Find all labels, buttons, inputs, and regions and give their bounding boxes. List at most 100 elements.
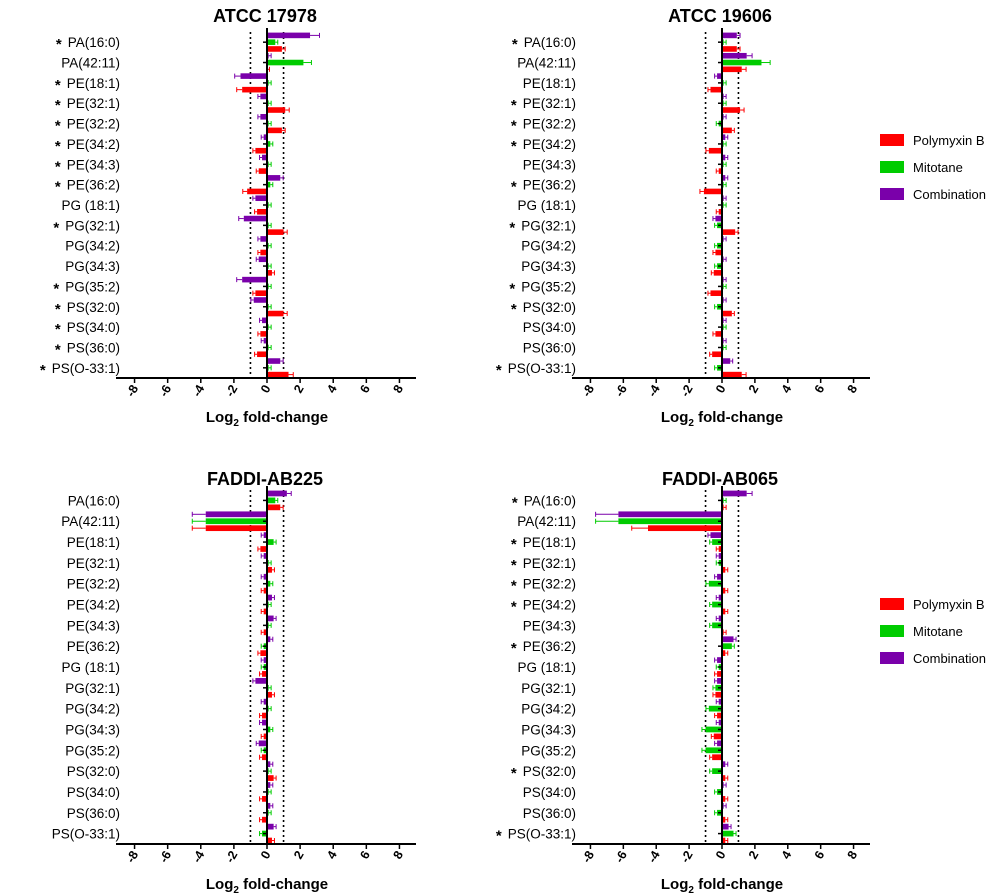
axis-title-subscript: 2 bbox=[688, 418, 694, 429]
bar bbox=[267, 539, 274, 545]
legend-swatch bbox=[880, 652, 904, 664]
axis-title-subscript: 2 bbox=[233, 885, 239, 895]
x-tick-label: -6 bbox=[612, 848, 630, 865]
panel-2: ATCC 19606 PA(16:0) * PA(42:11) PE(18:1) PE(3… bbox=[496, 6, 870, 429]
bar bbox=[260, 114, 267, 120]
bar bbox=[267, 358, 281, 364]
bar bbox=[263, 629, 267, 636]
bar bbox=[267, 823, 274, 830]
significance-star: * bbox=[512, 36, 518, 53]
bar bbox=[722, 816, 726, 823]
bar bbox=[263, 733, 267, 740]
bar bbox=[717, 657, 722, 663]
category-label: PE(32:2) bbox=[523, 577, 576, 592]
category-label: PG(34:3) bbox=[521, 259, 576, 274]
x-tick-label: -6 bbox=[612, 382, 630, 399]
bar bbox=[715, 691, 722, 698]
bar bbox=[722, 371, 742, 378]
x-tick-label: 6 bbox=[812, 382, 828, 395]
bar bbox=[722, 837, 726, 844]
bar bbox=[722, 358, 731, 364]
panel-3: FADDI-AB225 PA(16:0) PA(42:11) PE(18:1) PE(3… bbox=[52, 469, 416, 895]
bar bbox=[267, 32, 311, 39]
bar bbox=[257, 208, 267, 215]
bar bbox=[262, 317, 267, 324]
bar bbox=[267, 497, 276, 504]
significance-star: * bbox=[511, 118, 517, 135]
bar bbox=[255, 147, 267, 154]
bar bbox=[718, 615, 722, 622]
category-label: PE(34:2) bbox=[67, 598, 120, 613]
category-label: PG(35:2) bbox=[521, 279, 576, 294]
bar bbox=[258, 168, 267, 174]
significance-star: * bbox=[509, 219, 515, 236]
legend-2: Polymyxin B Mitotane Combination bbox=[880, 597, 986, 666]
x-tick-label: 4 bbox=[324, 382, 340, 395]
x-tick-label: 8 bbox=[390, 848, 406, 861]
bar bbox=[717, 671, 722, 677]
bar bbox=[715, 215, 722, 222]
bar bbox=[713, 270, 722, 276]
significance-star: * bbox=[53, 280, 59, 297]
category-label: PE(34:3) bbox=[67, 157, 120, 172]
bar bbox=[717, 712, 722, 719]
x-tick-label: 6 bbox=[812, 848, 828, 861]
bar bbox=[705, 747, 722, 754]
bar bbox=[258, 256, 267, 263]
legend-swatch bbox=[880, 598, 904, 610]
bar bbox=[718, 546, 722, 552]
category-label: PE(34:3) bbox=[67, 618, 120, 633]
bar bbox=[205, 511, 267, 518]
x-tick-label: -4 bbox=[190, 382, 208, 399]
bar bbox=[267, 802, 271, 809]
significance-star: * bbox=[55, 138, 61, 155]
x-tick-label: -6 bbox=[157, 848, 175, 865]
category-label: PE(32:2) bbox=[67, 577, 120, 592]
bar bbox=[267, 46, 282, 52]
significance-star: * bbox=[55, 118, 61, 135]
x-tick-label: 2 bbox=[746, 382, 762, 395]
bar bbox=[718, 208, 722, 215]
bar bbox=[263, 608, 267, 615]
significance-star: * bbox=[511, 640, 517, 657]
bar bbox=[722, 643, 732, 650]
x-tick-label: 2 bbox=[746, 848, 762, 861]
panel-title: ATCC 17978 bbox=[213, 6, 317, 26]
category-label: PS(36:0) bbox=[67, 340, 120, 355]
category-label: PS(34:0) bbox=[523, 785, 576, 800]
significance-star: * bbox=[53, 219, 59, 236]
category-label: PG(34:2) bbox=[521, 239, 576, 254]
bar bbox=[712, 622, 722, 629]
category-label: PG(35:2) bbox=[65, 743, 120, 758]
category-label: PG(35:2) bbox=[521, 743, 576, 758]
category-label: PG(34:3) bbox=[521, 722, 576, 737]
bar bbox=[722, 608, 726, 615]
significance-star: * bbox=[511, 138, 517, 155]
x-tick-label: -4 bbox=[645, 382, 663, 399]
bar bbox=[267, 39, 276, 45]
category-label: PE(34:2) bbox=[523, 137, 576, 152]
bar bbox=[722, 154, 726, 161]
bar bbox=[703, 188, 722, 195]
bar bbox=[267, 594, 272, 601]
x-tick-label: -2 bbox=[223, 382, 241, 399]
category-label: PE(18:1) bbox=[67, 535, 120, 550]
category-label: PA(42:11) bbox=[517, 514, 576, 529]
category-label: PS(36:0) bbox=[523, 806, 576, 821]
bar bbox=[267, 504, 281, 511]
bar bbox=[722, 66, 742, 73]
bar bbox=[267, 141, 271, 147]
x-tick-label: -6 bbox=[157, 382, 175, 399]
category-label: PS(O-33:1) bbox=[508, 827, 576, 842]
category-label: PE(36:2) bbox=[67, 178, 120, 193]
bar bbox=[255, 195, 267, 202]
category-label: PE(36:2) bbox=[523, 639, 576, 654]
bar bbox=[262, 719, 267, 726]
x-tick-label: -8 bbox=[123, 848, 141, 865]
significance-star: * bbox=[512, 494, 518, 511]
x-axis-title: Log2 fold-change bbox=[661, 409, 783, 429]
bar bbox=[722, 823, 729, 830]
significance-star: * bbox=[55, 77, 61, 94]
bar bbox=[722, 636, 734, 643]
x-tick-label: 4 bbox=[779, 382, 795, 395]
